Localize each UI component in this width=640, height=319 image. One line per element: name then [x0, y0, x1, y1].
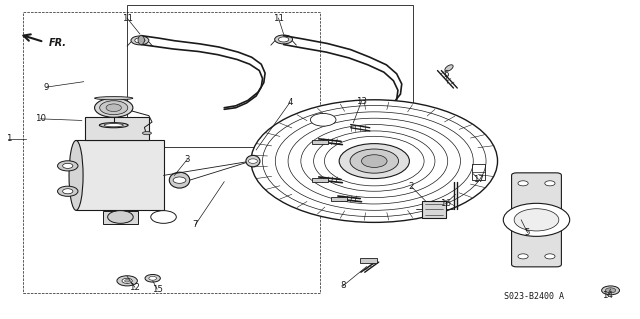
Text: FR.: FR.: [49, 38, 67, 48]
Text: 3: 3: [184, 155, 190, 164]
Circle shape: [58, 186, 78, 196]
Circle shape: [135, 38, 145, 43]
Circle shape: [117, 276, 138, 286]
Circle shape: [518, 181, 528, 186]
Circle shape: [106, 104, 122, 112]
Circle shape: [310, 114, 336, 126]
Text: 14: 14: [602, 291, 613, 300]
Bar: [127, 5, 413, 147]
Bar: [23, 12, 320, 293]
Circle shape: [131, 36, 149, 45]
Bar: [76, 140, 164, 210]
Ellipse shape: [104, 123, 124, 127]
FancyBboxPatch shape: [511, 173, 561, 267]
Text: 10: 10: [35, 114, 46, 123]
Circle shape: [63, 163, 73, 168]
Circle shape: [100, 101, 128, 115]
Bar: [85, 117, 149, 140]
Circle shape: [514, 209, 559, 231]
Text: S023-B2400 A: S023-B2400 A: [504, 292, 564, 300]
Circle shape: [58, 161, 78, 171]
Ellipse shape: [378, 107, 385, 115]
Text: 9: 9: [44, 83, 49, 92]
Bar: [312, 140, 328, 144]
Circle shape: [605, 288, 616, 293]
Circle shape: [278, 37, 289, 42]
Ellipse shape: [138, 36, 145, 45]
Text: 2: 2: [408, 182, 414, 191]
Ellipse shape: [95, 97, 133, 100]
Circle shape: [545, 254, 555, 259]
Circle shape: [151, 211, 176, 223]
Circle shape: [149, 276, 157, 280]
Circle shape: [251, 100, 497, 222]
Ellipse shape: [143, 131, 152, 135]
Ellipse shape: [108, 211, 133, 223]
Bar: [422, 201, 447, 218]
Text: 7: 7: [193, 220, 198, 229]
Text: 13: 13: [356, 97, 367, 106]
Circle shape: [248, 159, 257, 163]
Text: 1: 1: [6, 134, 11, 143]
Text: 4: 4: [287, 98, 292, 107]
Circle shape: [95, 98, 133, 117]
Bar: [312, 178, 328, 182]
Text: 8: 8: [340, 281, 346, 290]
Text: 11: 11: [122, 14, 132, 23]
Ellipse shape: [99, 123, 128, 128]
Ellipse shape: [170, 172, 189, 188]
Circle shape: [275, 35, 292, 44]
Circle shape: [503, 203, 570, 236]
Bar: [103, 211, 138, 224]
Circle shape: [339, 144, 410, 179]
Text: 15: 15: [152, 285, 163, 293]
Ellipse shape: [445, 65, 453, 71]
Circle shape: [602, 286, 620, 295]
Bar: [360, 258, 378, 263]
Bar: [472, 164, 484, 180]
Text: 12: 12: [129, 283, 140, 292]
Circle shape: [125, 279, 130, 282]
Circle shape: [122, 278, 132, 283]
Circle shape: [173, 177, 186, 183]
Circle shape: [145, 274, 161, 282]
Text: 5: 5: [525, 228, 531, 237]
Circle shape: [545, 181, 555, 186]
Text: 11: 11: [273, 14, 284, 23]
Ellipse shape: [69, 140, 83, 210]
Bar: [332, 197, 347, 201]
Text: 6: 6: [443, 70, 449, 79]
Circle shape: [518, 254, 528, 259]
Text: 16: 16: [440, 199, 451, 208]
Ellipse shape: [246, 155, 260, 167]
Circle shape: [63, 189, 73, 194]
Circle shape: [350, 149, 399, 173]
Circle shape: [362, 155, 387, 167]
Text: 17: 17: [473, 175, 484, 184]
